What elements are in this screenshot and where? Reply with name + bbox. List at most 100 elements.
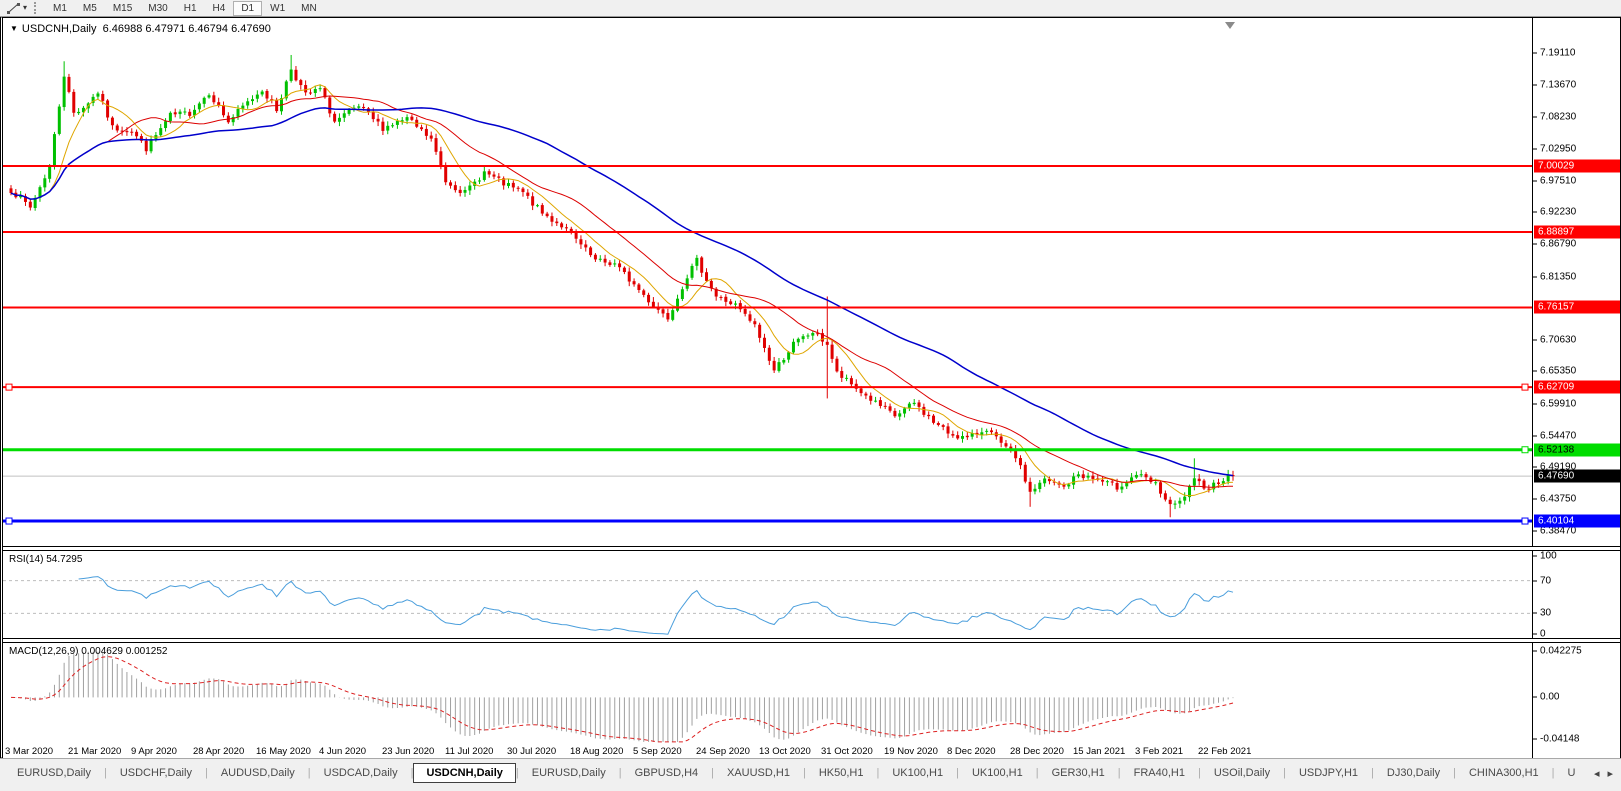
rsi-tick: 70 [1533,576,1551,587]
chart-tab-usdcaddaily-3[interactable]: USDCAD,Daily [323,767,398,779]
chart-tab-eurusddaily-5[interactable]: EURUSD,Daily [531,767,606,779]
tab-separator: | [1035,767,1039,779]
tab-scroll-left-icon[interactable]: ◂ [1593,768,1600,780]
collapse-arrow-icon[interactable]: ▼ [10,24,18,33]
chart-shift-marker [1225,22,1235,29]
rsi-pane[interactable]: RSI(14) 54.7295 100 70 30 0 [3,551,1620,640]
macd-axis[interactable]: 0.042275 0.00 -0.04148 [1532,643,1620,745]
tab-separator: | [1371,767,1374,779]
rsi-plot[interactable] [3,551,1532,638]
level-badge-6.40104[interactable]: 6.40104 [1534,514,1620,528]
hline-handle [5,383,13,391]
price-tick: 7.08230 [1533,112,1576,123]
timeframe-button-w1[interactable]: W1 [270,2,286,14]
macd-tick: -0.04148 [1533,734,1579,745]
tab-separator: | [1117,767,1121,779]
level-badge-7.00029[interactable]: 7.00029 [1534,159,1620,173]
tab-separator: | [515,767,519,779]
timeframe-button-m30[interactable]: M30 [148,2,168,14]
date-label-3: 28 Apr 2020 [193,746,245,757]
rsi-tick: 0 [1533,629,1546,640]
price-tick: 6.43750 [1533,494,1576,505]
indicator-tool-button[interactable]: ▾ [3,2,30,15]
date-label-6: 23 Jun 2020 [382,746,435,757]
price-tick: 6.86790 [1533,239,1576,250]
chart-tab-eurusddaily-0[interactable]: EURUSD,Daily [17,767,91,779]
timeframe-button-h1[interactable]: H1 [183,2,197,14]
price-tick: 6.49190 [1533,462,1576,473]
level-badge-6.76157[interactable]: 6.76157 [1534,300,1620,314]
hline-handle [1521,383,1529,391]
main-chart-pane[interactable]: ▼ USDCNH,Daily 6.46988 6.47971 6.46794 6.… [3,18,1620,546]
tab-separator: | [307,767,311,779]
date-label-15: 8 Dec 2020 [947,746,996,757]
macd-label: MACD(12,26,9) 0.004629 0.001252 [9,646,168,657]
price-tick: 6.81350 [1533,272,1576,283]
date-label-16: 28 Dec 2020 [1010,746,1064,757]
date-label-17: 15 Jan 2021 [1073,746,1126,757]
macd-pane[interactable]: MACD(12,26,9) 0.004629 0.001252 0.042275… [3,643,1620,745]
chevron-down-icon[interactable]: ▾ [23,3,28,12]
ma-medium-line [10,95,1234,488]
date-label-4: 16 May 2020 [256,746,311,757]
tab-separator: | [1453,767,1456,779]
tab-separator: | [711,767,714,779]
rsi-tick: 30 [1533,608,1551,619]
ohlc-readout: 6.46988 6.47971 6.46794 6.47690 [102,23,271,35]
chart-tab-china300h1-16[interactable]: CHINA300,H1 [1468,767,1539,779]
chart-tab-ger30h1-11[interactable]: GER30,H1 [1051,767,1105,779]
level-badge-6.88897[interactable]: 6.88897 [1534,225,1620,239]
ma-slow-line [10,107,1234,477]
hline-handle [1521,517,1529,525]
crosshair-indicator-icon [7,2,20,14]
date-label-18: 3 Feb 2021 [1135,746,1184,757]
timeframe-button-m5[interactable]: M5 [82,2,97,14]
tab-separator: | [618,767,622,779]
chart-window: ▼ USDCNH,Daily 6.46988 6.47971 6.46794 6.… [0,17,1621,759]
chart-tab-xauusdh1-7[interactable]: XAUUSD,H1 [727,767,790,779]
chart-tab-uk100h1-9[interactable]: UK100,H1 [892,767,944,779]
date-label-9: 18 Aug 2020 [570,746,624,757]
time-axis[interactable]: 3 Mar 2020 21 Mar 2020 9 Apr 2020 28 Apr 20… [3,745,1620,759]
pane-splitter[interactable] [3,546,1620,551]
price-axis[interactable]: 7.19110 7.13670 7.08230 7.02950 6.97510 6.922… [1532,18,1620,546]
macd-histogram [15,651,1234,742]
chart-tab-fra40h1-12[interactable]: FRA40,H1 [1133,767,1185,779]
rsi-axis[interactable]: 100 70 30 0 [1532,551,1620,640]
tab-scroll-right-icon[interactable]: ▸ [1607,768,1613,780]
price-tick: 6.65350 [1533,366,1576,377]
price-tick: 7.13670 [1533,80,1576,91]
date-label-1: 21 Mar 2020 [68,746,122,757]
timeframe-button-m1[interactable]: M1 [53,2,67,14]
tab-separator: | [1551,767,1555,779]
chart-tab-dj30daily-15[interactable]: DJ30,Daily [1386,767,1441,779]
timeframe-button-m15[interactable]: M15 [112,2,133,14]
tab-separator: | [1283,767,1286,779]
tab-separator: | [103,767,107,779]
timeframe-button-d1[interactable]: D1 [233,0,263,16]
candlestick-plot[interactable] [3,18,1532,546]
chart-tab-usdjpyh1-14[interactable]: USDJPY,H1 [1298,767,1359,779]
chart-tab-gbpusdh4-6[interactable]: GBPUSD,H4 [634,767,699,779]
tab-separator: | [410,767,414,779]
price-tick: 7.02950 [1533,144,1576,155]
tab-separator: | [876,767,880,779]
level-badge-6.52138[interactable]: 6.52138 [1534,443,1620,457]
macd-tick: 0.00 [1533,692,1559,703]
timeframe-button-mn[interactable]: MN [301,2,317,14]
chart-title: ▼ USDCNH,Daily 6.46988 6.47971 6.46794 6.… [10,23,271,35]
chart-tab-usoil-17[interactable]: USOil, [1567,767,1575,779]
chart-tab-uk100h1-10[interactable]: UK100,H1 [971,767,1023,779]
chart-tab-usoildaily-13[interactable]: USOil,Daily [1213,767,1271,779]
hline-handle [1521,446,1529,454]
macd-plot[interactable] [3,643,1532,745]
chart-tab-usdchfdaily-1[interactable]: USDCHF,Daily [119,767,192,779]
chart-tab-audusddaily-2[interactable]: AUDUSD,Daily [220,767,295,779]
timeframe-button-h4[interactable]: H4 [212,2,226,14]
level-badge-6.62709[interactable]: 6.62709 [1534,380,1620,394]
pane-splitter[interactable] [3,638,1620,643]
date-label-19: 22 Feb 2021 [1198,746,1252,757]
chart-tab-hk50h1-8[interactable]: HK50,H1 [818,767,864,779]
tab-separator: | [1198,767,1201,779]
chart-tab-usdcnhdaily-4[interactable]: USDCNH,Daily [413,763,516,783]
